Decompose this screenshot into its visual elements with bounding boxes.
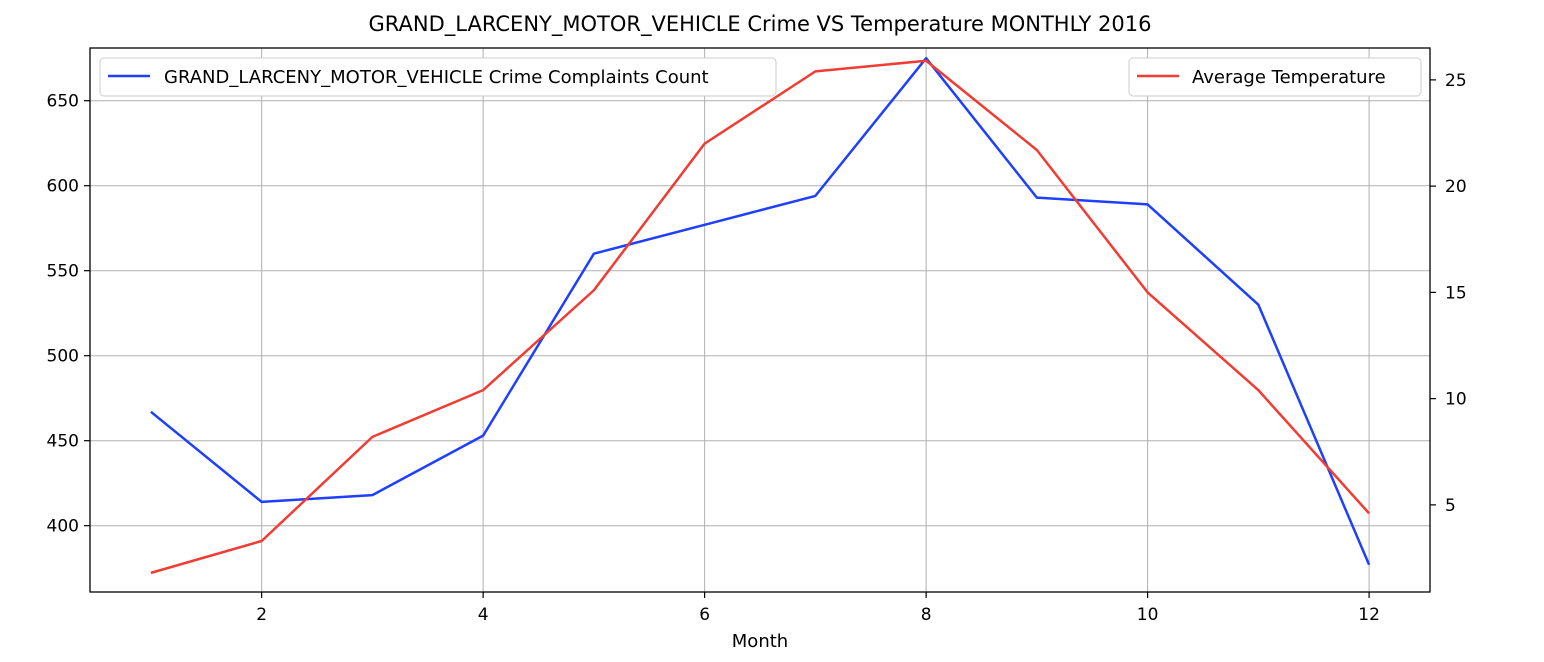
y-right-tick-label: 10	[1445, 390, 1467, 410]
legend-left: GRAND_LARCENY_MOTOR_VEHICLE Crime Compla…	[99, 57, 777, 97]
y-right-tick-label: 20	[1445, 177, 1467, 197]
y-left-tick-label: 600	[47, 177, 79, 197]
y-left-tick-label: 550	[47, 262, 79, 282]
legend-left-label: GRAND_LARCENY_MOTOR_VEHICLE Crime Compla…	[164, 67, 709, 88]
x-axis-ticks: 2 4 6 8 10 12	[256, 592, 1380, 625]
axes-frame	[89, 47, 1431, 593]
series-line-crime-count	[150, 56, 1371, 566]
y-left-tick-label: 400	[47, 517, 79, 537]
y-right-tick-label: 25	[1445, 71, 1467, 91]
y-left-axis-ticks: 400 450 500 550 600 650	[47, 92, 90, 537]
x-tick-label: 8	[921, 605, 932, 625]
chart-title: GRAND_LARCENY_MOTOR_VEHICLE Crime VS Tem…	[368, 12, 1152, 36]
x-tick-label: 2	[256, 605, 267, 625]
y-left-tick-label: 450	[47, 432, 79, 452]
x-tick-label: 6	[699, 605, 710, 625]
x-tick-label: 4	[478, 605, 489, 625]
x-axis-label: Month	[731, 631, 789, 652]
legend-right-label: Average Temperature	[1192, 67, 1386, 88]
legend-right: Average Temperature	[1128, 57, 1422, 97]
y-right-tick-label: 15	[1445, 283, 1467, 303]
series-lines	[150, 56, 1371, 575]
y-right-axis-ticks: 5 10 15 20 25	[1430, 71, 1467, 516]
legend-left-box	[99, 57, 777, 97]
y-right-tick-label: 5	[1445, 496, 1456, 516]
grid	[90, 48, 1430, 592]
y-left-tick-label: 500	[47, 347, 79, 367]
x-tick-label: 12	[1358, 605, 1380, 625]
legend-right-box	[1128, 57, 1422, 97]
series-line-temperature	[150, 59, 1371, 575]
x-tick-label: 10	[1137, 605, 1159, 625]
y-left-tick-label: 650	[47, 92, 79, 112]
